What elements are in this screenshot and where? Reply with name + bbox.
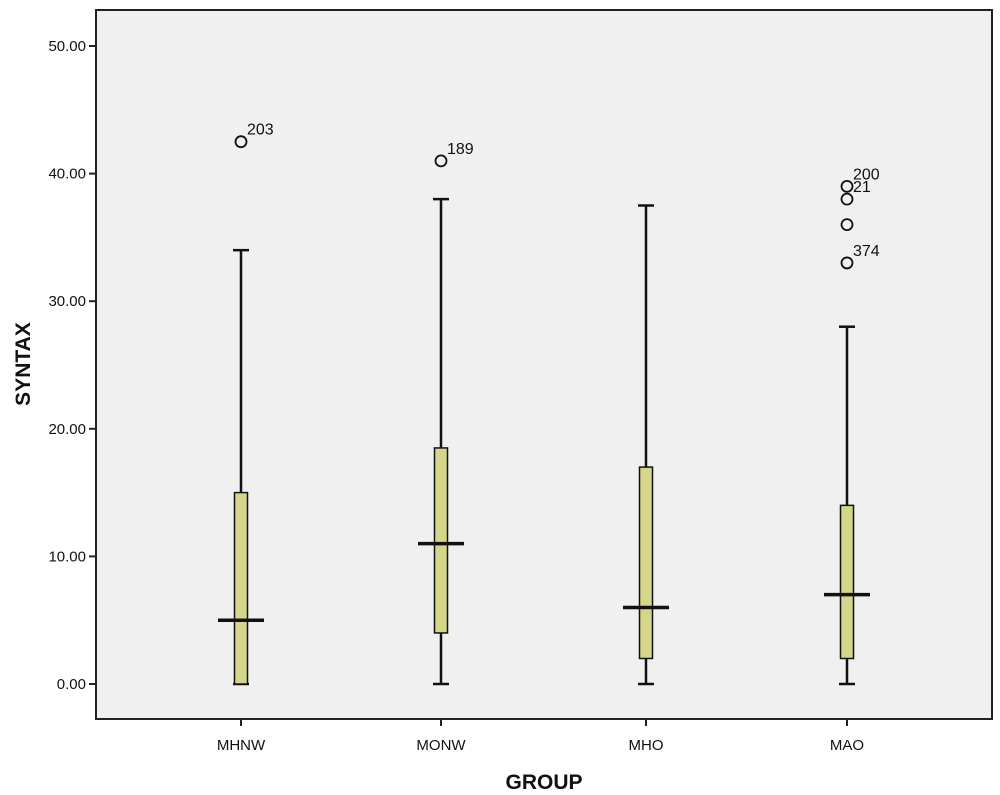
y-tick-label: 40.00: [48, 166, 86, 183]
outlier-label: 189: [447, 141, 474, 158]
box-monw: 189: [418, 141, 474, 686]
box-mhnw: 203: [218, 122, 274, 686]
y-tick-label: 10.00: [48, 548, 86, 565]
iqr-box: [233, 491, 249, 685]
y-tick-label: 0.00: [57, 676, 86, 693]
box-mho: [623, 204, 669, 686]
y-tick-label: 30.00: [48, 293, 86, 310]
y-tick-label: 20.00: [48, 421, 86, 438]
x-tick-label: MHO: [629, 737, 664, 754]
outlier-label: 200: [853, 166, 880, 183]
y-tick-label: 50.00: [48, 38, 86, 55]
outlier-label: 374: [853, 243, 880, 260]
iqr-box: [638, 466, 654, 660]
outlier-label: 21: [853, 179, 871, 196]
outlier-label: 203: [247, 122, 274, 139]
iqr-box: [433, 447, 449, 634]
y-axis: 0.00 10.00 20.00 30.00 40.00 50.00: [48, 38, 96, 693]
outlier-point: [434, 154, 448, 168]
x-axis: MHNW MONW MHO MAO: [217, 719, 864, 754]
x-tick-label: MONW: [416, 737, 466, 754]
outlier-point: [840, 218, 854, 232]
x-axis-title: GROUP: [505, 771, 582, 794]
outlier-point: [840, 256, 854, 270]
outlier-point: [840, 192, 854, 206]
x-tick-label: MHNW: [217, 737, 266, 754]
y-axis-title: SYNTAX: [12, 322, 35, 406]
x-tick-label: MAO: [830, 737, 864, 754]
outlier-point: [234, 135, 248, 149]
iqr-box: [839, 504, 855, 660]
outlier-point: [840, 179, 854, 193]
plot-area: [95, 9, 993, 720]
